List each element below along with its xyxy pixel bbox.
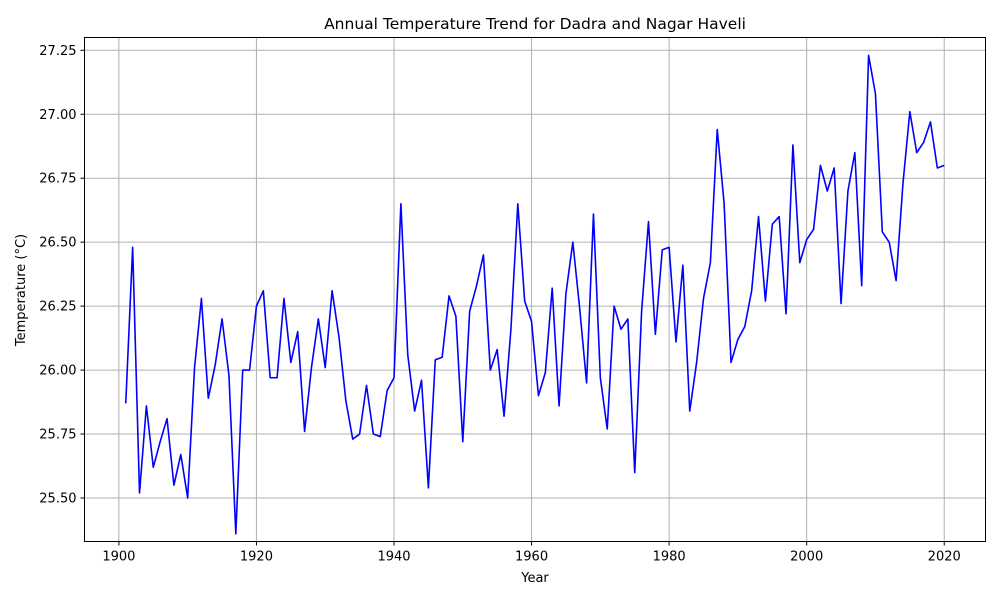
temperature-series-line xyxy=(124,54,945,535)
y-tick-label: 27.25 xyxy=(39,44,76,59)
y-axis-label: Temperature (°C) xyxy=(14,234,29,347)
y-tick-label: 27.00 xyxy=(39,108,76,123)
x-tick-label: 2020 xyxy=(928,550,961,565)
chart-title: Annual Temperature Trend for Dadra and N… xyxy=(324,15,746,33)
series-layer xyxy=(124,54,945,535)
y-tick-label: 25.75 xyxy=(39,428,76,443)
x-tick-label: 1960 xyxy=(515,550,548,565)
y-tick-label: 26.25 xyxy=(39,300,76,315)
x-tick-label: 2000 xyxy=(790,550,823,565)
y-tick-label: 26.75 xyxy=(39,172,76,187)
y-tick-label: 26.00 xyxy=(39,364,76,379)
x-tick-label: 1940 xyxy=(377,550,410,565)
x-axis: 1900 1920 1940 1960 1980 2000 2020 xyxy=(102,541,961,565)
x-axis-label: Year xyxy=(520,571,549,586)
x-tick-label: 1920 xyxy=(240,550,273,565)
y-tick-label: 26.50 xyxy=(39,236,76,251)
y-tick-label: 25.50 xyxy=(39,492,76,507)
x-tick-label: 1980 xyxy=(653,550,686,565)
y-axis: 25.50 25.75 26.00 26.25 26.50 26.75 27.00 27.25 xyxy=(39,44,85,507)
x-tick-label: 1900 xyxy=(102,550,135,565)
plot-frame xyxy=(84,37,986,542)
